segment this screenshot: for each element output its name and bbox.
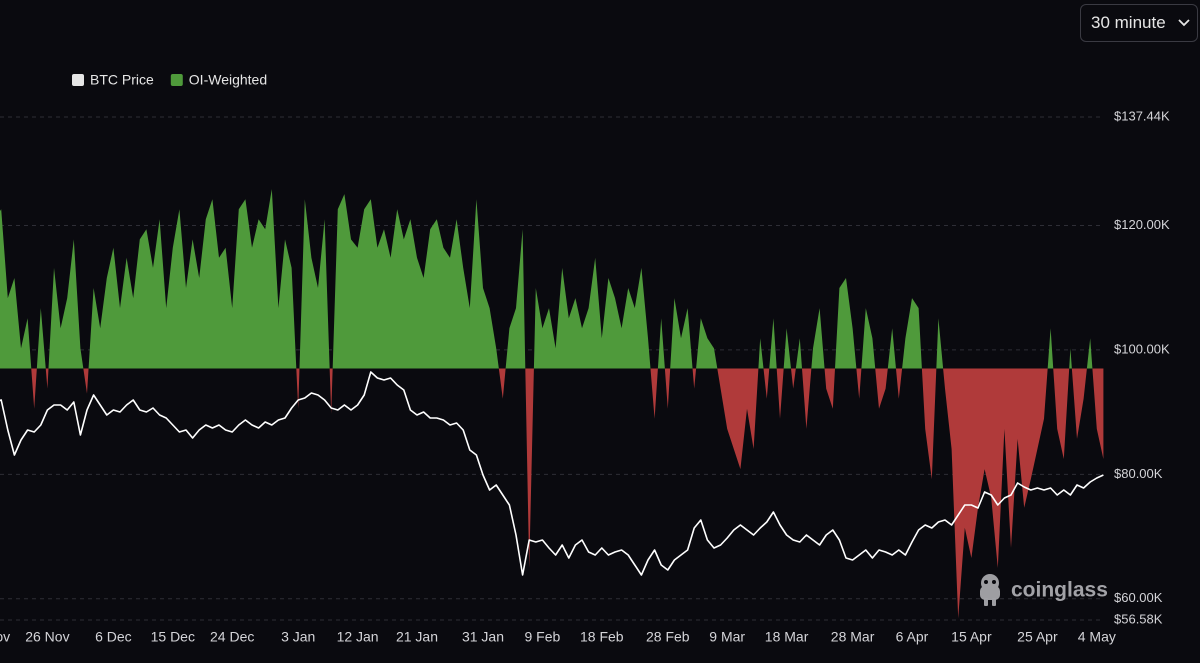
x-tick-label: 18 Feb [580,629,624,645]
x-tick-label: 15 Apr [951,629,992,645]
y-tick-label: $100.00K [1114,341,1170,356]
plot-area [0,189,1104,619]
x-tick-label: 28 Feb [646,629,690,645]
legend-swatch [72,74,84,86]
x-tick-label: 6 Apr [896,629,929,645]
legend-label: OI-Weighted [189,72,267,88]
interval-label: 30 minute [1091,13,1166,32]
x-tick-label: 3 Jan [281,629,315,645]
legend-swatch [170,74,183,86]
watermark-text: coinglass [1011,579,1108,602]
x-tick-label: 12 Jan [337,629,379,645]
x-tick-label: 6 Dec [95,629,132,645]
legend-label: BTC Price [90,72,154,88]
watermark: coinglass [980,574,1108,606]
x-tick-label: 25 Apr [1017,629,1058,645]
axes: $137.44K $120.00K $100.00K $80.00K $60.00K $5… [0,108,1170,644]
y-tick-label: $120.00K [1114,217,1170,232]
y-tick-label: $60.00K [1114,590,1163,605]
oi-weighted-area [0,189,1104,619]
x-tick-label: 18 Mar [765,629,809,645]
x-tick-label: 15 Dec [151,629,195,645]
x-tick-label: 26 Nov [25,629,69,645]
y-tick-label: $80.00K [1114,466,1163,481]
watermark-logo [980,574,1000,606]
dropdown-chevron [1178,19,1190,27]
x-tick-label: 4 May [1078,629,1116,645]
x-tick-label: 17 Nov [0,629,10,645]
y-tick-label: $56.58K [1114,611,1163,626]
x-tick-label: 21 Jan [396,629,438,645]
x-tick-label: 9 Mar [709,629,745,645]
x-tick-label: 9 Feb [524,629,560,645]
x-tick-label: 31 Jan [462,629,504,645]
y-tick-label: $137.44K [1114,108,1170,123]
legend: BTC Price OI-Weighted [72,72,267,88]
x-tick-label: 24 Dec [210,629,254,645]
interval-dropdown[interactable]: 30 minute [1080,4,1198,42]
price-line [0,371,1104,576]
x-tick-label: 28 Mar [831,629,875,645]
